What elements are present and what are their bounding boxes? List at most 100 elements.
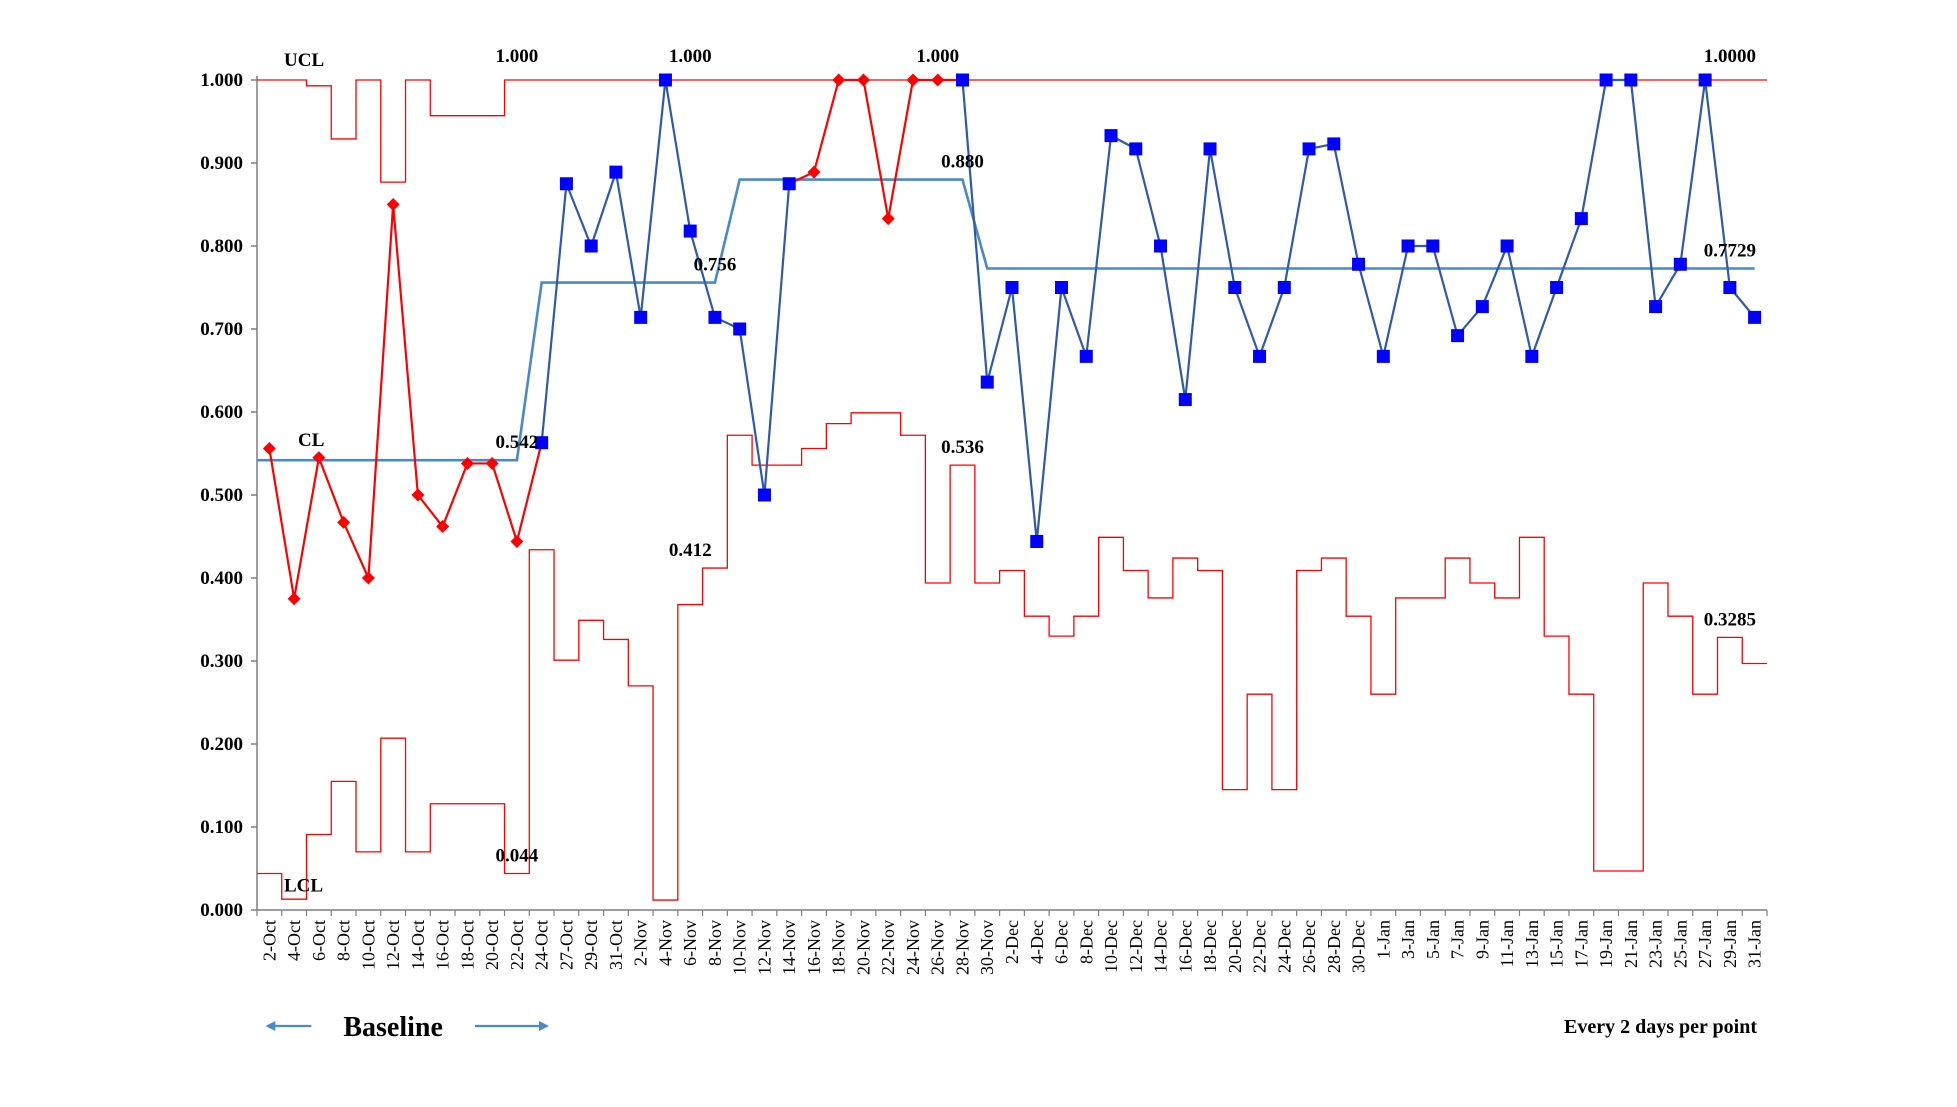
value-annotation: 0.542 xyxy=(496,432,539,453)
value-annotation: 1.000 xyxy=(496,46,539,67)
x-tick-label: 4-Nov xyxy=(655,920,675,966)
data-point-square xyxy=(1079,349,1093,363)
data-point-square xyxy=(1005,281,1019,294)
y-tick-label: 0.300 xyxy=(200,651,243,672)
baseline-label: Baseline xyxy=(343,1012,443,1043)
x-tick-label: 11-Jan xyxy=(1497,920,1517,967)
control-limits xyxy=(257,79,1767,901)
data-point-diamond xyxy=(361,571,375,585)
x-tick-label: 13-Jan xyxy=(1522,920,1542,968)
data-point-square xyxy=(980,375,994,389)
x-tick-label: 20-Oct xyxy=(482,920,502,970)
y-tick-label: 0.200 xyxy=(200,734,243,755)
data-point-square xyxy=(584,239,598,253)
value-annotation: 0.044 xyxy=(496,845,539,866)
data-point-square xyxy=(1030,534,1044,548)
data-point-square xyxy=(1154,239,1168,253)
x-tick-label: 8-Nov xyxy=(705,920,725,966)
x-tick-label: 18-Oct xyxy=(457,920,477,970)
x-tick-label: 14-Nov xyxy=(779,920,799,975)
data-point-diamond xyxy=(931,73,945,87)
x-tick-label: 4-Oct xyxy=(284,920,304,961)
data-point-square xyxy=(782,177,796,191)
lcl-line xyxy=(257,412,1767,901)
x-tick-label: 28-Nov xyxy=(952,920,972,975)
x-tick-label: 6-Dec xyxy=(1052,920,1072,964)
x-tick-label: 26-Dec xyxy=(1299,920,1319,973)
data-point-square xyxy=(559,177,573,191)
footnote-text: Every 2 days per point xyxy=(1564,1016,1757,1038)
x-tick-label: 2-Nov xyxy=(631,920,651,966)
x-tick-label: 21-Jan xyxy=(1621,920,1641,968)
data-point-diamond xyxy=(856,73,870,87)
x-tick-label: 9-Jan xyxy=(1472,920,1492,959)
data-point-square xyxy=(1624,73,1638,87)
y-tick-label: 0.800 xyxy=(200,236,243,257)
data-point-square xyxy=(535,436,549,450)
x-tick-label: 3-Jan xyxy=(1398,920,1418,959)
data-point-diamond xyxy=(881,212,895,226)
x-tick-label: 12-Nov xyxy=(754,920,774,975)
data-point-diamond xyxy=(262,442,276,456)
data-point-diamond xyxy=(510,534,524,548)
data-series xyxy=(262,73,1762,606)
data-point-square xyxy=(1748,310,1762,324)
data-point-square xyxy=(1376,349,1390,363)
baseline-proportion-line xyxy=(268,78,963,599)
x-tick-label: 17-Jan xyxy=(1571,920,1591,968)
x-tick-label: 8-Dec xyxy=(1076,920,1096,964)
x-tick-label: 24-Nov xyxy=(903,920,923,975)
data-point-square xyxy=(1178,393,1192,407)
y-tick-label: 0.700 xyxy=(200,319,243,340)
x-tick-label: 24-Dec xyxy=(1274,920,1294,973)
x-tick-label: 14-Oct xyxy=(408,920,428,970)
x-tick-label: 10-Oct xyxy=(358,920,378,970)
ucl-label: UCL xyxy=(284,50,324,71)
x-tick-label: 20-Nov xyxy=(853,920,873,975)
x-tick-label: 22-Oct xyxy=(507,920,527,970)
data-point-square xyxy=(1698,73,1712,87)
data-point-square xyxy=(1203,142,1217,156)
x-tick-label: 25-Jan xyxy=(1670,920,1690,968)
data-point-square xyxy=(1574,212,1588,226)
data-point-square xyxy=(1599,73,1613,87)
x-tick-label: 24-Oct xyxy=(532,920,552,970)
data-point-square xyxy=(1302,142,1316,156)
data-point-diamond xyxy=(312,451,326,465)
value-annotation: 0.880 xyxy=(941,152,984,173)
x-tick-label: 16-Oct xyxy=(433,920,453,970)
value-annotation: 0.7729 xyxy=(1704,240,1756,261)
data-point-diamond xyxy=(460,456,474,470)
data-point-square xyxy=(1500,239,1514,253)
x-tick-label: 22-Nov xyxy=(878,920,898,975)
x-tick-label: 12-Oct xyxy=(383,920,403,970)
y-tick-label: 0.100 xyxy=(200,817,243,838)
value-annotation: 0.412 xyxy=(669,540,712,561)
center-line xyxy=(257,178,1755,462)
x-tick-label: 28-Dec xyxy=(1324,920,1344,973)
y-tick-label: 0.900 xyxy=(200,153,243,174)
data-point-diamond xyxy=(386,198,400,211)
x-tick-label: 8-Oct xyxy=(334,920,354,961)
data-point-square xyxy=(1550,281,1564,294)
data-point-square xyxy=(634,310,648,324)
data-point-square xyxy=(1277,281,1291,294)
data-point-square xyxy=(683,224,697,238)
data-point-square xyxy=(609,165,623,179)
x-tick-label: 5-Jan xyxy=(1423,920,1443,959)
x-tick-label: 31-Jan xyxy=(1745,920,1765,968)
x-tick-label: 14-Dec xyxy=(1151,920,1171,973)
data-point-square xyxy=(1129,142,1143,156)
data-point-diamond xyxy=(337,515,351,529)
data-point-square xyxy=(1327,137,1341,151)
y-tick-label: 0.400 xyxy=(200,568,243,589)
x-tick-label: 27-Oct xyxy=(556,920,576,970)
x-tick-label: 29-Jan xyxy=(1720,920,1740,968)
y-tick-label: 0.600 xyxy=(200,402,243,423)
x-tick-label: 16-Dec xyxy=(1175,920,1195,973)
x-tick-label: 23-Jan xyxy=(1646,920,1666,968)
x-tick-label: 2-Oct xyxy=(259,920,279,961)
x-tick-label: 20-Dec xyxy=(1225,920,1245,973)
x-tick-label: 18-Dec xyxy=(1200,920,1220,973)
